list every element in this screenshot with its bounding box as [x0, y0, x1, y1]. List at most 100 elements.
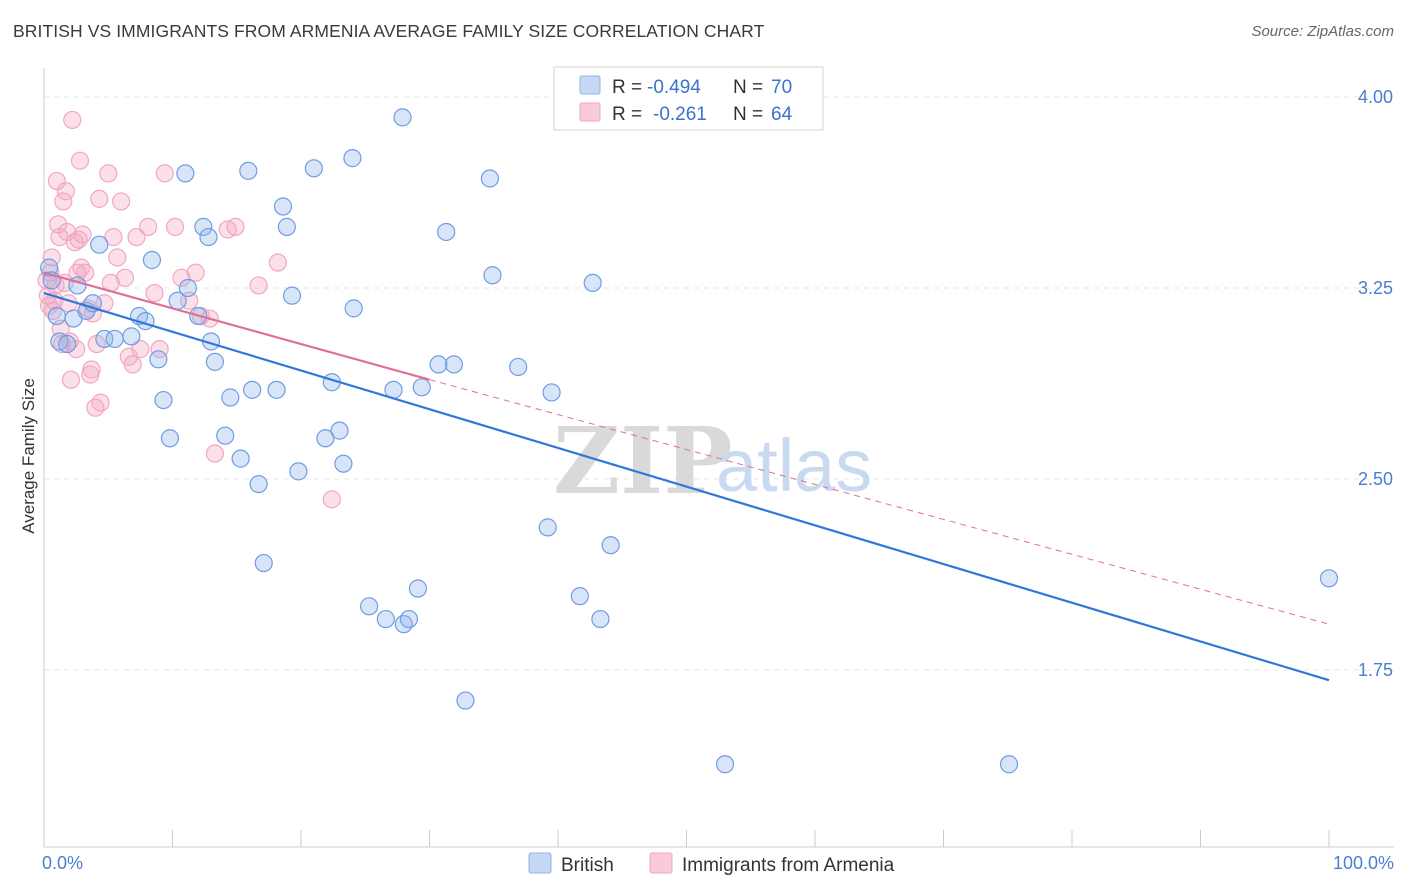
- data-point: [145, 283, 164, 303]
- data-point: [601, 536, 620, 555]
- data-point: [115, 268, 135, 287]
- data-point: [90, 189, 109, 208]
- y-tick-label: 3.25: [1358, 278, 1393, 298]
- data-point: [186, 263, 205, 282]
- data-point: [70, 151, 90, 170]
- data-point: [127, 227, 146, 247]
- data-point: [205, 352, 225, 371]
- trend-line-british: [43, 292, 1330, 682]
- watermark-zip: ZIP: [553, 407, 732, 515]
- data-point: [249, 276, 268, 295]
- data-point: [67, 340, 86, 359]
- data-point: [149, 350, 168, 369]
- data-point: [58, 334, 77, 354]
- data-point: [393, 108, 412, 127]
- data-point: [226, 217, 245, 236]
- data-point: [542, 383, 561, 402]
- source-label: Source: ZipAtlas.com: [1251, 23, 1394, 40]
- data-point: [254, 553, 273, 573]
- data-point: [268, 253, 287, 272]
- data-point: [155, 164, 174, 183]
- legend-british-n-value: 70: [771, 77, 792, 98]
- series-legend-swatch-british: [528, 852, 552, 874]
- legend-armenia-n-value: 64: [771, 104, 793, 125]
- data-point: [570, 587, 589, 606]
- grid-lines: [44, 96, 1394, 671]
- data-point: [322, 490, 341, 509]
- trend-lines: [43, 271, 1330, 682]
- x-tick-label-max: 100.0%: [1333, 853, 1394, 873]
- data-point: [399, 609, 419, 629]
- y-axis-title: Average Family Size: [19, 378, 38, 534]
- data-point: [160, 429, 180, 448]
- data-point: [142, 250, 162, 270]
- series-legend-swatch-armenia: [649, 852, 673, 874]
- data-point: [95, 329, 114, 349]
- y-tick-labels: 1.75 2.50 3.25 4.00: [1358, 87, 1393, 680]
- legend-british-r-value: -0.494: [647, 77, 701, 98]
- data-point: [176, 164, 195, 183]
- data-point: [289, 462, 308, 481]
- data-point: [480, 169, 499, 188]
- data-point: [583, 273, 602, 293]
- data-point: [999, 755, 1019, 774]
- data-point: [104, 227, 123, 247]
- data-point: [205, 444, 225, 463]
- data-point: [343, 149, 362, 168]
- data-point: [509, 357, 528, 377]
- data-point: [138, 217, 158, 236]
- chart-title: BRITISH VS IMMIGRANTS FROM ARMENIA AVERA…: [13, 21, 765, 41]
- data-point: [47, 171, 66, 191]
- y-tick-label: 1.75: [1358, 660, 1393, 680]
- data-point: [249, 474, 268, 494]
- data-point: [437, 222, 456, 242]
- data-point: [360, 597, 379, 616]
- data-point: [216, 426, 235, 445]
- data-point: [304, 159, 323, 178]
- data-point: [172, 268, 191, 287]
- data-point: [61, 370, 81, 389]
- data-point: [165, 217, 185, 236]
- legend-armenia-r-value: -0.261: [653, 104, 707, 125]
- y-tick-label: 4.00: [1358, 87, 1393, 107]
- axes: [43, 68, 1394, 848]
- data-point: [1319, 569, 1339, 588]
- data-point: [429, 355, 448, 374]
- data-point: [47, 306, 66, 326]
- british-points: [40, 108, 1339, 774]
- data-point: [63, 110, 82, 130]
- data-point: [111, 192, 131, 211]
- data-point: [105, 329, 124, 349]
- data-point: [243, 380, 262, 399]
- data-point: [330, 421, 349, 440]
- data-point: [73, 225, 92, 244]
- series-legend: British Immigrants from Armenia: [528, 852, 895, 876]
- legend-british-r-label: R =: [612, 77, 642, 98]
- data-point: [239, 161, 258, 180]
- data-point: [483, 266, 502, 285]
- data-point: [231, 449, 250, 468]
- correlation-legend: R = -0.494 N = 70 R = -0.261 N = 64: [553, 66, 824, 131]
- data-point: [56, 182, 75, 201]
- data-point: [199, 227, 218, 247]
- data-point: [412, 378, 431, 397]
- data-point: [277, 217, 296, 236]
- watermark: ZIP atlas: [553, 407, 872, 515]
- series-legend-label-british: British: [561, 855, 614, 876]
- data-point: [334, 454, 353, 473]
- data-point: [82, 360, 101, 379]
- x-tick-label-min: 0.0%: [42, 853, 83, 873]
- data-point: [344, 299, 363, 318]
- data-point: [60, 332, 79, 351]
- y-tick-label: 2.50: [1358, 469, 1393, 489]
- legend-armenia-r-label: R =: [612, 104, 642, 125]
- data-point: [456, 691, 475, 710]
- data-point: [123, 355, 142, 374]
- series-legend-label-armenia: Immigrants from Armenia: [682, 855, 895, 876]
- trend-line-armenia: [43, 271, 430, 381]
- legend-armenia-n-label: N =: [733, 104, 763, 125]
- data-point: [376, 609, 395, 629]
- data-point: [316, 429, 335, 448]
- legend-swatch-british: [579, 75, 601, 95]
